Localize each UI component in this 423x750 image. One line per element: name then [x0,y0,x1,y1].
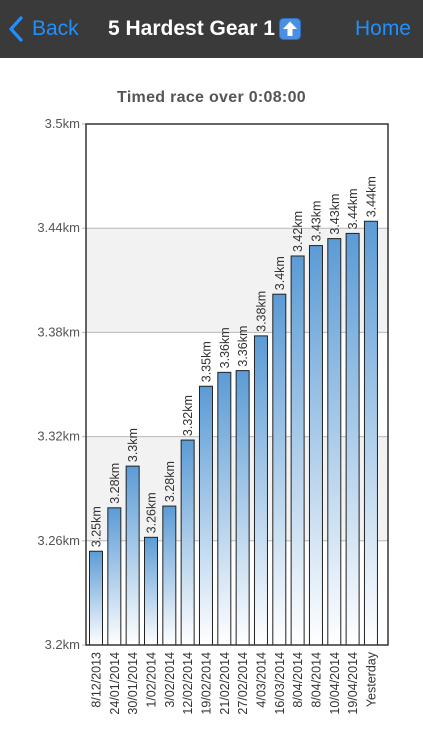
x-tick-label: 19/04/2014 [346,652,360,715]
bar [235,370,250,646]
x-tick-label: 3/02/2014 [163,652,177,708]
x-tick-label: 8/12/2013 [90,652,104,708]
bar-value-label: 3.3km [126,428,140,462]
bar-value-label: 3.28km [108,463,122,504]
x-tick-label: 8/04/2014 [309,652,323,708]
chevron-left-icon [9,16,23,42]
y-tick-label: 3.26km [37,533,80,548]
bar-value-label: 3.35km [199,341,213,382]
x-tick-label: 1/02/2014 [144,652,158,708]
grid-band [86,124,388,229]
bar-value-label: 3.36km [236,326,250,367]
bar [272,293,287,646]
bar [198,385,213,646]
bar-value-label: 3.28km [163,461,177,502]
bar-value-label: 3.44km [364,176,378,217]
y-tick-label: 3.44km [37,220,80,235]
x-tick-label: 30/01/2014 [126,652,140,715]
chart-title: Timed race over 0:08:00 [117,89,306,106]
bar-value-label: 3.4km [273,256,287,290]
bar [125,465,140,646]
x-tick-label: 24/01/2014 [108,652,122,715]
home-button[interactable]: Home [355,14,411,44]
y-tick-label: 3.38km [37,324,80,339]
bar-value-label: 3.43km [328,194,342,235]
x-tick-label: Yesterday [364,651,378,707]
x-tick-label: 4/03/2014 [254,652,268,708]
bar [162,505,177,646]
bar-value-label: 3.38km [254,291,268,332]
page-title-text: 5 Hardest Gear 1 [108,17,275,40]
x-tick-label: 27/02/2014 [236,652,250,715]
home-button-label: Home [354,17,411,40]
x-tick-label: 21/02/2014 [218,652,232,715]
bar-value-label: 3.32km [181,395,195,436]
bar [363,220,378,646]
x-tick-label: 10/04/2014 [328,652,342,715]
bar [345,232,360,646]
bar [89,550,103,646]
x-tick-label: 12/02/2014 [181,652,195,715]
x-tick-label: 19/02/2014 [199,652,213,715]
y-tick-label: 3.32km [37,429,80,444]
page-title: 5 Hardest Gear 1 [108,14,301,44]
plot-border [85,123,389,646]
bar-value-label: 3.25km [90,506,104,547]
grid-band [86,228,388,333]
bar [107,507,122,646]
bar-value-label: 3.36km [218,327,232,368]
bar [180,439,195,646]
bar-value-label: 3.44km [346,188,360,229]
bar-value-label: 3.42km [291,211,305,252]
bar [290,255,305,646]
bar [308,245,323,646]
y-tick-label: 3.5km [45,116,80,131]
y-tick-label: 3.2km [45,637,80,652]
bar-value-label: 3.26km [144,492,158,533]
bar [217,371,232,646]
up-arrow-icon [278,18,301,40]
bar-value-label: 3.43km [309,201,323,242]
back-button-label: Back [32,17,79,40]
x-tick-label: 8/04/2014 [291,652,305,708]
navigation-bar: Back 5 Hardest Gear 1 Home [0,0,423,58]
bar [327,238,342,646]
back-button[interactable]: Back [8,12,79,46]
bar [253,335,268,646]
x-tick-label: 16/03/2014 [273,652,287,715]
bar [143,536,158,646]
